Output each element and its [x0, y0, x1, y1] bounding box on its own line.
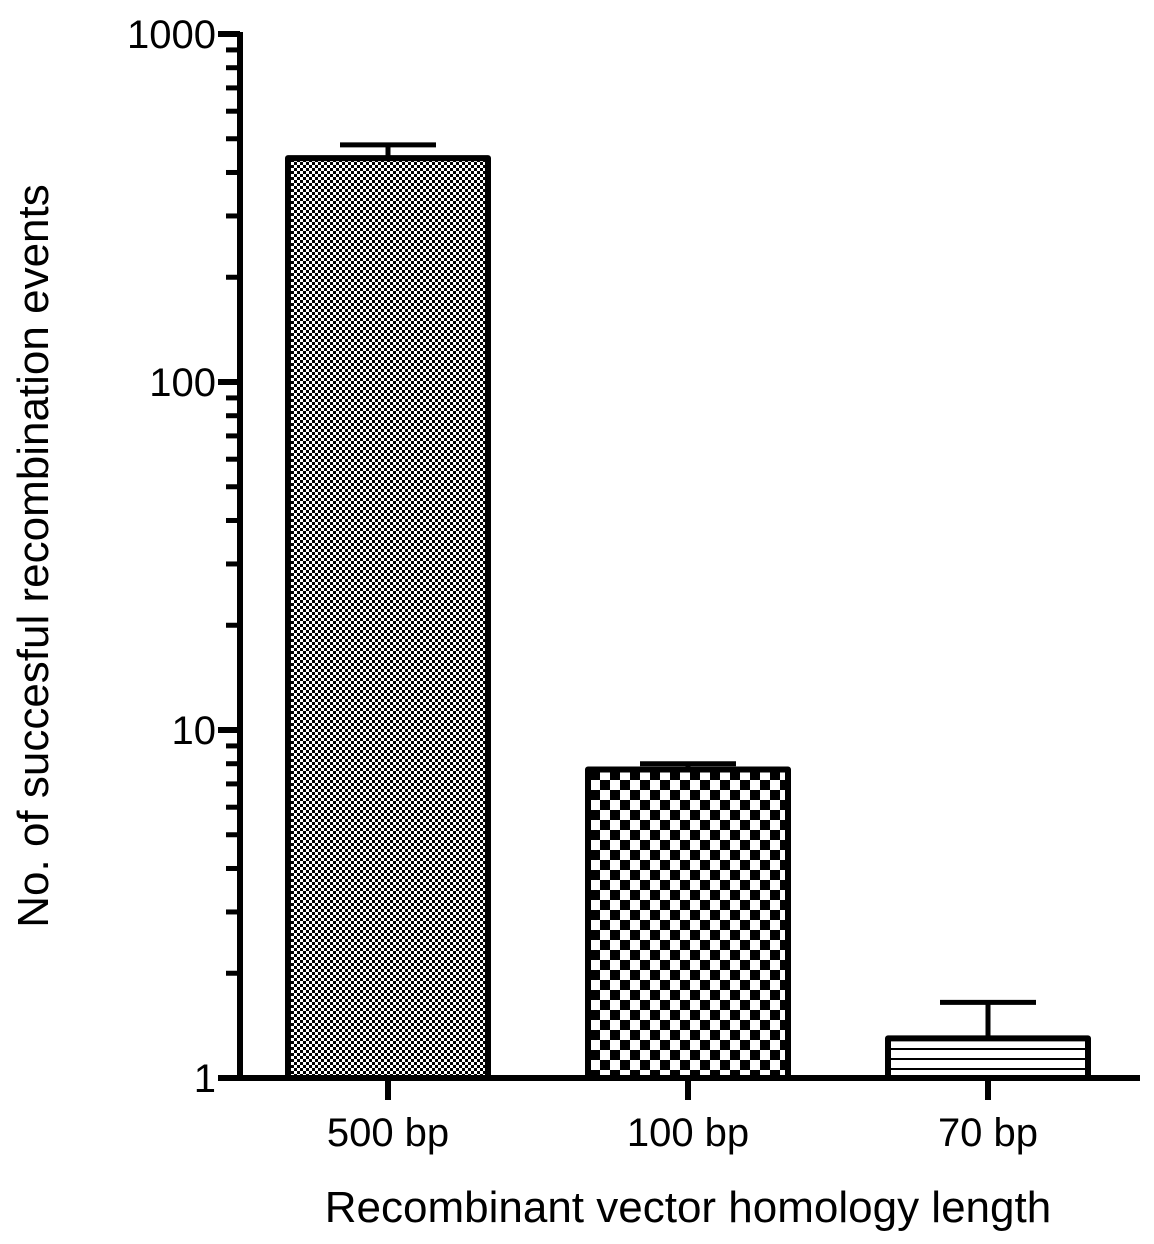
x-tick-label-2: 70 bp [938, 1111, 1038, 1155]
error-bars-layer [340, 142, 1036, 1039]
y-tick-label-2: 100 [149, 361, 216, 405]
y-tick-label-0: 1 [194, 1057, 216, 1101]
bar-0 [285, 155, 491, 1081]
y-axis-label: No. of succesful recombination events [9, 184, 58, 928]
labels-layer: 500 bp 100 bp 70 bp 1 10 100 1000 [127, 13, 1038, 1155]
axes-layer [218, 31, 1140, 1100]
y-tick-label-3: 1000 [127, 13, 216, 57]
y-tick-label-1: 10 [172, 709, 217, 753]
bars-layer [285, 155, 1091, 1081]
x-axis-label: Recombinant vector homology length [325, 1183, 1051, 1232]
bar-1 [585, 766, 791, 1081]
x-tick-label-0: 500 bp [327, 1111, 449, 1155]
x-tick-label-1: 100 bp [627, 1111, 749, 1155]
bar-2 [885, 1035, 1091, 1081]
